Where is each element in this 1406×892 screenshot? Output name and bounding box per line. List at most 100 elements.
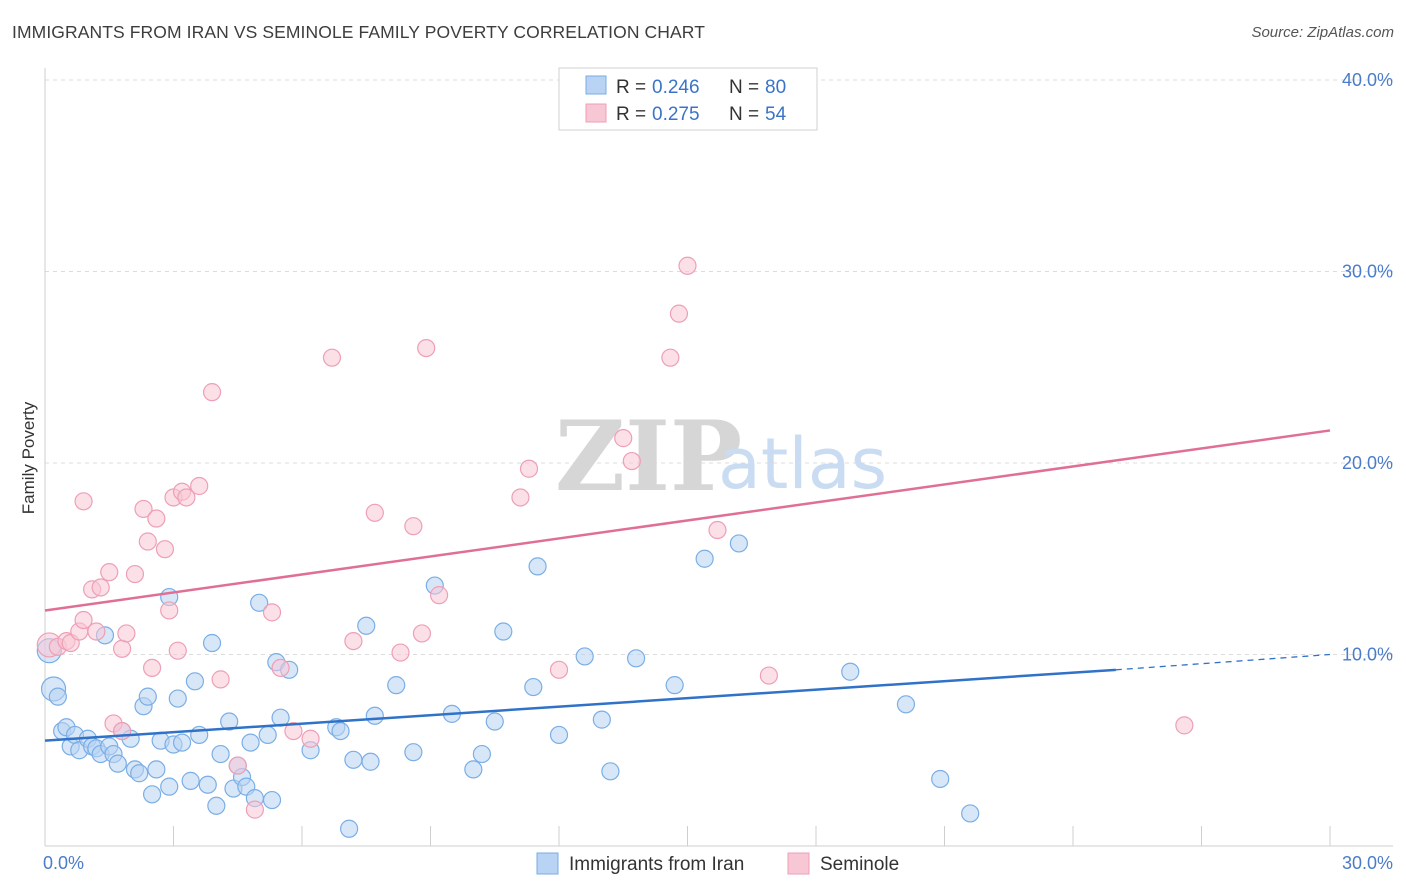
seminole-point-17 xyxy=(138,532,157,551)
x-tick-label-0: 0.0% xyxy=(43,853,84,873)
seminole-point-13 xyxy=(112,639,132,658)
iran-point-51 xyxy=(340,819,359,838)
series-seminole-points xyxy=(36,256,1194,819)
iran-point-35 xyxy=(220,712,239,731)
iran-point-15 xyxy=(108,754,127,773)
iran-point-66 xyxy=(549,725,569,745)
seminole-point-10 xyxy=(100,563,119,582)
seminole-point-9 xyxy=(91,578,110,597)
legend-swatch-iran xyxy=(585,75,607,95)
series-legend: Immigrants from Iran Seminole xyxy=(536,852,899,875)
iran-point-77 xyxy=(961,804,980,823)
seminole-point-5 xyxy=(74,610,93,630)
seminole-point-26 xyxy=(190,476,209,496)
seminole-point-18 xyxy=(142,658,162,678)
seminole-point-36 xyxy=(344,631,363,651)
seminole-point-25 xyxy=(177,488,196,507)
series-immigrants-from-iran-points xyxy=(36,534,980,838)
iran-point-55 xyxy=(365,706,384,725)
iran-point-21 xyxy=(138,687,157,706)
iran-point-67 xyxy=(575,647,594,666)
seminole-point-42 xyxy=(429,586,449,605)
y-tick-label-30: 30.0% xyxy=(1342,262,1393,282)
iran-point-61 xyxy=(472,744,491,764)
trend-line-iran xyxy=(44,668,1116,742)
seminole-point-32 xyxy=(271,658,290,678)
seminole-point-52 xyxy=(759,666,778,685)
iran-point-64 xyxy=(524,677,543,697)
axes xyxy=(44,68,1393,847)
iran-point-53 xyxy=(357,616,376,635)
chart-source: Source: ZipAtlas.com xyxy=(1251,24,1394,41)
seminole-point-37 xyxy=(365,503,384,522)
iran-point-22 xyxy=(142,785,162,804)
legend-n-value-iran: 80 xyxy=(765,77,786,98)
seminole-point-38 xyxy=(391,643,410,662)
seminole-point-31 xyxy=(262,603,282,622)
seminole-point-48 xyxy=(661,348,680,367)
trend-lines xyxy=(44,429,1331,742)
iran-point-25 xyxy=(160,777,179,796)
trend-line-seminole xyxy=(44,429,1331,612)
seminole-point-53 xyxy=(1175,716,1194,735)
iran-point-52 xyxy=(344,750,363,769)
watermark: ZIP atlas xyxy=(555,400,887,513)
legend-r-value-iran: 0.246 xyxy=(652,77,700,98)
series-legend-swatch-seminole xyxy=(787,852,810,875)
iran-point-72 xyxy=(695,549,714,568)
legend-r-value-seminole: 0.275 xyxy=(652,104,700,125)
chart-title: IMMIGRANTS FROM IRAN VS SEMINOLE FAMILY … xyxy=(12,22,705,42)
seminole-point-21 xyxy=(160,601,179,620)
seminole-point-40 xyxy=(412,624,432,643)
seminole-point-20 xyxy=(155,540,175,559)
iran-point-27 xyxy=(168,689,187,708)
iran-point-74 xyxy=(841,662,860,681)
iran-point-63 xyxy=(494,622,513,641)
iran-point-60 xyxy=(464,760,483,779)
iran-point-2 xyxy=(48,687,67,706)
iran-point-70 xyxy=(626,649,646,668)
legend-swatch-seminole xyxy=(585,103,607,123)
watermark-atlas: atlas xyxy=(718,423,887,505)
y-axis-label: Family Poverty xyxy=(19,401,38,514)
seminole-point-47 xyxy=(622,451,641,471)
seminole-point-46 xyxy=(614,429,633,448)
iran-point-62 xyxy=(485,712,504,731)
seminole-point-33 xyxy=(284,721,303,741)
legend-r-label-iran: R = xyxy=(616,77,646,98)
iran-point-75 xyxy=(896,695,916,714)
legend-n-value-seminole: 54 xyxy=(765,104,787,125)
seminole-point-27 xyxy=(202,383,222,402)
seminole-point-44 xyxy=(519,459,539,478)
seminole-point-16 xyxy=(134,499,153,519)
seminole-point-39 xyxy=(404,517,423,536)
tick-labels: 10.0% 20.0% 30.0% 40.0% 0.0% 30.0% xyxy=(43,70,1393,873)
seminole-point-43 xyxy=(511,488,530,507)
iran-point-28 xyxy=(172,733,192,752)
seminole-point-28 xyxy=(211,670,230,689)
seminole-point-51 xyxy=(708,520,727,540)
iran-point-76 xyxy=(931,769,950,789)
series-legend-swatch-iran xyxy=(536,852,559,875)
trend-line-iran-extension xyxy=(1115,653,1331,671)
seminole-point-41 xyxy=(417,339,436,358)
iran-point-42 xyxy=(250,593,269,612)
y-tick-label-20: 20.0% xyxy=(1342,453,1393,473)
y-tick-label-40: 40.0% xyxy=(1342,70,1393,90)
legend-n-label-iran: N = xyxy=(729,77,759,98)
iran-point-71 xyxy=(665,676,684,695)
seminole-point-30 xyxy=(245,800,264,819)
iran-point-78 xyxy=(202,633,222,653)
iran-point-56 xyxy=(387,676,406,695)
iran-point-33 xyxy=(207,796,226,815)
iran-point-29 xyxy=(181,771,200,790)
seminole-point-49 xyxy=(669,304,689,323)
iran-point-57 xyxy=(404,743,423,762)
iran-point-32 xyxy=(198,775,217,794)
seminole-point-14 xyxy=(117,624,136,643)
gridlines xyxy=(45,79,1393,655)
iran-point-23 xyxy=(147,760,166,779)
iran-point-73 xyxy=(729,534,749,553)
seminole-point-35 xyxy=(322,348,342,367)
